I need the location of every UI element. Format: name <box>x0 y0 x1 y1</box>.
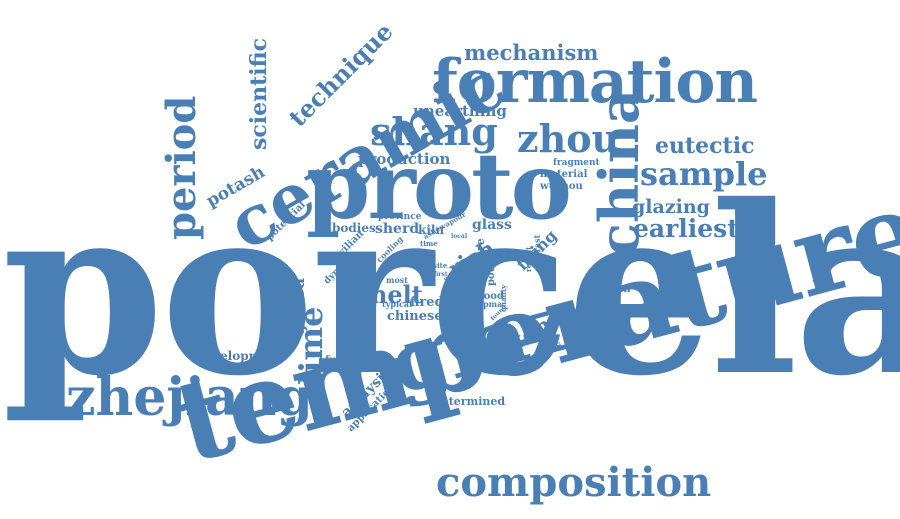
word-glazing: glazing <box>632 196 710 218</box>
word-fired: fired <box>410 295 444 310</box>
word-formation: formation <box>432 47 758 117</box>
word-potter: potter <box>486 251 497 286</box>
word-epma: epma <box>478 299 503 309</box>
word-able: able <box>444 275 459 282</box>
word-site: site <box>433 261 448 270</box>
word-recent: recent <box>524 246 533 272</box>
word-shang: shang <box>370 109 498 154</box>
word-furniture: furniture <box>325 355 377 366</box>
word-mechanism: mechanism <box>464 40 599 65</box>
word-fragment: fragment <box>553 158 600 168</box>
word-local: local <box>451 233 468 240</box>
word-glazed: glazed <box>289 277 308 336</box>
word-earliest: earliest <box>633 214 739 243</box>
word-proto: proto <box>306 132 572 240</box>
word-material: material <box>540 169 588 180</box>
word-contrast: contrast <box>532 234 542 272</box>
word-determined: determined <box>434 395 506 408</box>
word-chinese: chinese <box>387 309 443 324</box>
word-zhejiang: zhejiang <box>66 367 313 428</box>
word-province: province <box>378 212 422 222</box>
word-sample: sample <box>640 155 768 193</box>
word-unearthing: unearthing <box>413 102 507 120</box>
word-melt: melt <box>362 280 423 309</box>
word-wood: wood <box>475 291 504 302</box>
word-time: time <box>420 239 438 248</box>
word-zhou: zhou <box>517 116 620 161</box>
word-eutectic: eutectic <box>655 133 755 159</box>
word-first: first <box>434 271 448 278</box>
word-most: most <box>386 275 408 285</box>
word-development: development <box>197 349 284 363</box>
word-typical: typical <box>382 299 413 309</box>
word-production: production <box>358 150 451 168</box>
word-kiln: kiln <box>418 223 445 237</box>
word-more: more <box>474 238 487 270</box>
word-composition: composition <box>436 459 712 506</box>
word-glass: glass <box>472 217 512 233</box>
word-sherd: sherd <box>375 221 420 237</box>
word-celadon: celadon <box>587 284 631 295</box>
word-wuzhou: wuzhou <box>540 181 583 192</box>
word-scientific: scientific <box>246 37 272 150</box>
word-porcelain: porcelain <box>2 154 900 427</box>
word-bodies: bodies <box>332 221 376 235</box>
word-period: period <box>158 95 205 240</box>
